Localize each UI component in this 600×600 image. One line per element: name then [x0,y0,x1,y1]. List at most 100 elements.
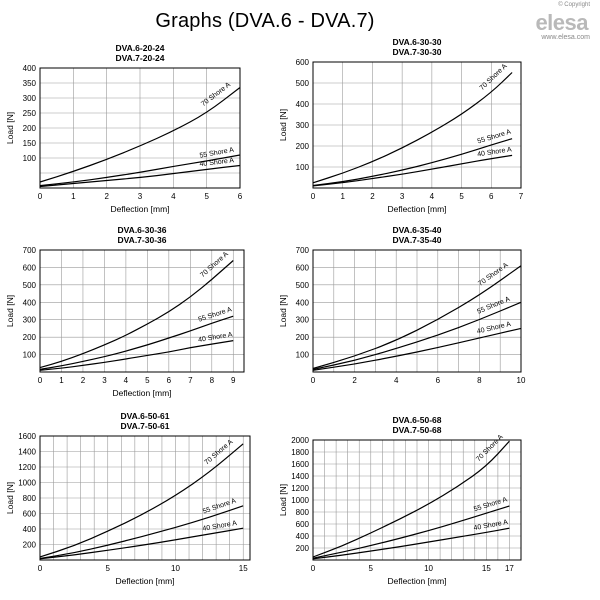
series-line [39,340,234,371]
x-tick-label: 2 [352,376,357,385]
series-line [39,87,241,183]
series-label: 40 Shore A [476,321,512,336]
plot-frame [312,61,522,189]
chart-subtitle: DVA.7-30-36 [118,235,167,245]
y-tick-label: 250 [23,109,37,118]
brand-logo: © Copyright elesa www.elesa.com [520,2,590,42]
series-line [312,154,513,187]
plot-frame [312,249,522,373]
x-tick-label: 10 [171,564,180,573]
y-tick-label: 1800 [291,448,309,457]
series-line [312,138,513,187]
series-label: 40 Shore A [202,520,238,533]
series-label: 40 Shore A [473,519,509,532]
series-label: 40 Shore A [199,157,235,168]
series-line [312,265,522,370]
y-tick-label: 200 [296,142,310,151]
x-tick-label: 5 [204,192,209,201]
plot-frame [39,249,245,373]
y-axis-label: Load [N] [5,295,15,327]
x-tick-label: 5 [145,376,150,385]
y-tick-label: 1600 [291,460,309,469]
x-tick-label: 6 [436,376,441,385]
x-tick-label: 15 [482,564,491,573]
x-tick-label: 10 [424,564,433,573]
y-tick-label: 600 [23,510,37,519]
y-tick-label: 400 [296,532,310,541]
x-tick-label: 8 [210,376,215,385]
y-tick-label: 350 [23,79,37,88]
x-tick-label: 0 [311,376,316,385]
y-tick-label: 100 [23,154,37,163]
x-tick-label: 4 [171,192,176,201]
y-tick-label: 1000 [291,496,309,505]
x-tick-label: 4 [124,376,129,385]
y-tick-label: 700 [23,246,37,255]
y-tick-label: 400 [296,298,310,307]
series-label: 70 Shore A [204,438,235,466]
y-axis-label: Load [N] [5,482,15,514]
y-tick-label: 1200 [18,463,36,472]
x-tick-label: 6 [489,192,494,201]
x-tick-label: 5 [369,564,374,573]
plot-frame [39,435,251,561]
copyright-text: © Copyright [558,2,590,8]
y-axis-label: Load [N] [278,295,288,327]
y-tick-label: 500 [296,79,310,88]
y-tick-label: 1200 [291,484,309,493]
y-tick-label: 200 [296,544,310,553]
x-axis-label: Deflection [mm] [115,576,174,586]
page-title: Graphs (DVA.6 - DVA.7) [155,10,375,32]
chart-title: DVA.6-20-24 [116,43,165,53]
series-line [312,301,522,370]
x-tick-label: 10 [517,376,526,385]
y-axis-label: Load [N] [278,484,288,516]
x-axis-label: Deflection [mm] [387,576,446,586]
series-label: 55 Shore A [473,496,508,513]
y-tick-label: 1400 [291,472,309,481]
y-tick-label: 1000 [18,479,36,488]
x-tick-label: 4 [430,192,435,201]
y-tick-label: 200 [23,541,37,550]
chart-subtitle: DVA.7-50-61 [121,421,170,431]
series-label: 55 Shore A [477,129,512,146]
y-tick-label: 400 [23,298,37,307]
x-axis-label: Deflection [mm] [112,388,171,398]
y-tick-label: 800 [296,508,310,517]
website-text: www.elesa.com [541,34,590,41]
x-tick-label: 2 [104,192,109,201]
chart-title: DVA.6-50-68 [393,415,442,425]
x-tick-label: 5 [106,564,111,573]
y-tick-label: 100 [296,351,310,360]
y-tick-label: 600 [296,58,310,67]
y-tick-label: 1600 [18,432,36,441]
y-tick-label: 300 [23,316,37,325]
x-tick-label: 0 [38,376,43,385]
plot-frame [39,67,241,189]
x-tick-label: 0 [311,564,316,573]
y-tick-label: 100 [296,163,310,172]
series-label: 55 Shore A [202,498,237,516]
series-line [312,527,510,560]
series-label: 70 Shore A [479,63,509,92]
series-line [312,440,510,558]
y-tick-label: 300 [296,316,310,325]
y-tick-label: 800 [23,494,37,503]
plot-frame [312,439,522,561]
chart-title: DVA.6-30-30 [393,37,442,47]
series-line [39,154,241,187]
y-tick-label: 400 [23,525,37,534]
y-tick-label: 200 [23,124,37,133]
x-tick-label: 3 [138,192,143,201]
y-tick-label: 400 [23,64,37,73]
x-tick-label: 7 [519,192,524,201]
y-tick-label: 150 [23,139,37,148]
y-tick-label: 200 [23,333,37,342]
y-tick-label: 400 [296,100,310,109]
y-tick-label: 600 [23,263,37,272]
series-label: 55 Shore A [476,296,511,316]
x-tick-label: 3 [400,192,405,201]
y-tick-label: 300 [23,94,37,103]
x-axis-label: Deflection [mm] [387,204,446,214]
x-tick-label: 17 [505,564,514,573]
